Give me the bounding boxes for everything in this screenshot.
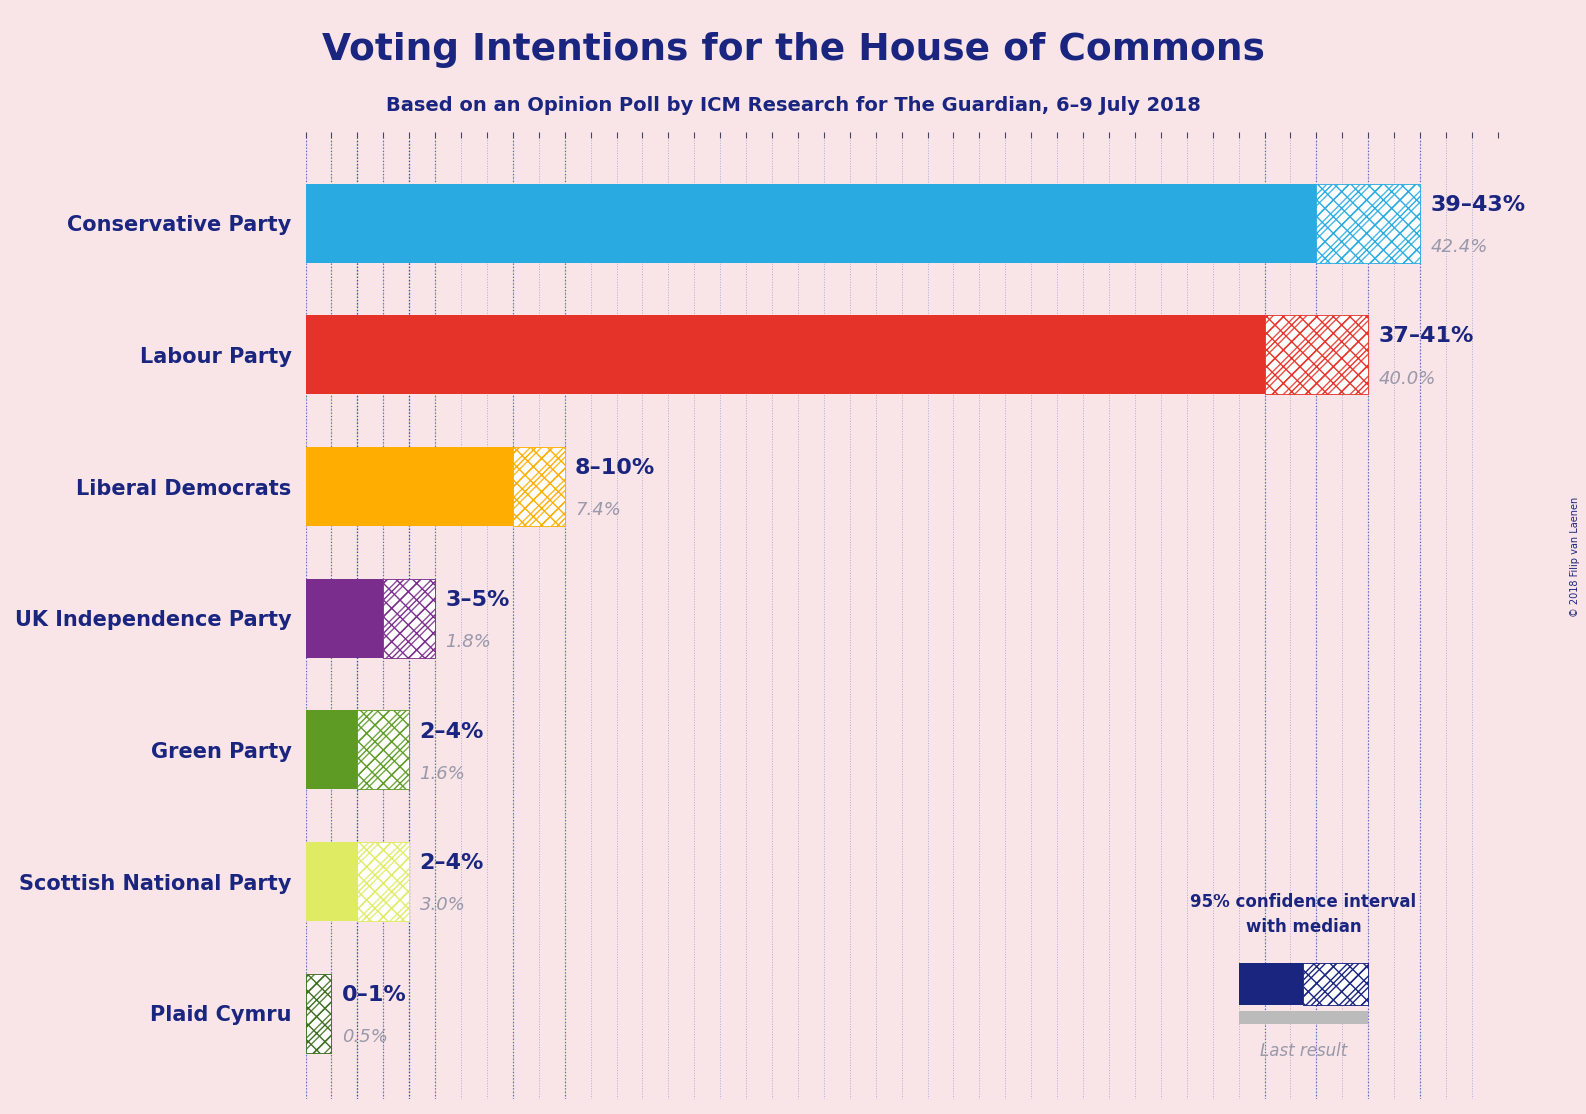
Bar: [306, 732, 409, 769]
Bar: [306, 599, 435, 637]
Bar: [306, 346, 1342, 363]
Text: 1.6%: 1.6%: [420, 764, 465, 783]
Bar: [306, 478, 498, 495]
Text: Last result: Last result: [1259, 1043, 1347, 1061]
Bar: [1304, 964, 1369, 1006]
Text: Based on an Opinion Poll by ICM Research for The Guardian, 6–9 July 2018: Based on an Opinion Poll by ICM Research…: [385, 96, 1201, 116]
Bar: [306, 1005, 319, 1022]
Text: 1.8%: 1.8%: [446, 633, 492, 651]
Bar: [1304, 964, 1369, 1006]
Text: 95% confidence interval
with median: 95% confidence interval with median: [1191, 893, 1416, 936]
Bar: [306, 995, 331, 1032]
Text: 40.0%: 40.0%: [1378, 370, 1435, 388]
Bar: [357, 842, 409, 921]
Bar: [1239, 964, 1304, 1006]
Bar: [306, 974, 331, 1053]
Bar: [306, 974, 331, 1053]
Bar: [384, 579, 435, 657]
Text: 3.0%: 3.0%: [420, 897, 465, 915]
Bar: [357, 842, 409, 921]
Bar: [357, 711, 409, 790]
Text: Voting Intentions for the House of Commons: Voting Intentions for the House of Commo…: [322, 32, 1264, 68]
Text: 3–5%: 3–5%: [446, 589, 509, 609]
Bar: [512, 447, 565, 526]
Text: 2–4%: 2–4%: [420, 853, 484, 873]
Text: 0–1%: 0–1%: [343, 985, 406, 1005]
Bar: [306, 315, 1264, 394]
Bar: [1316, 184, 1419, 263]
Bar: [306, 579, 384, 657]
Bar: [1239, 1010, 1369, 1024]
Bar: [306, 742, 347, 759]
Text: © 2018 Filip van Laenen: © 2018 Filip van Laenen: [1570, 497, 1580, 617]
Bar: [1264, 315, 1369, 394]
Bar: [306, 863, 409, 900]
Text: 7.4%: 7.4%: [576, 501, 622, 519]
Text: 8–10%: 8–10%: [576, 458, 655, 478]
Bar: [306, 873, 384, 890]
Text: 0.5%: 0.5%: [343, 1028, 387, 1046]
Bar: [512, 447, 565, 526]
Bar: [306, 205, 1419, 242]
Bar: [306, 336, 1369, 373]
Bar: [306, 215, 1405, 232]
Bar: [384, 579, 435, 657]
Text: 42.4%: 42.4%: [1431, 238, 1488, 256]
Bar: [306, 711, 357, 790]
Bar: [1264, 315, 1369, 394]
Bar: [357, 711, 409, 790]
Bar: [306, 842, 357, 921]
Text: 2–4%: 2–4%: [420, 722, 484, 742]
Text: 37–41%: 37–41%: [1378, 326, 1473, 346]
Bar: [306, 609, 352, 627]
Bar: [306, 447, 512, 526]
Bar: [306, 468, 565, 505]
Bar: [306, 184, 1316, 263]
Bar: [1316, 184, 1419, 263]
Text: 39–43%: 39–43%: [1431, 195, 1526, 215]
